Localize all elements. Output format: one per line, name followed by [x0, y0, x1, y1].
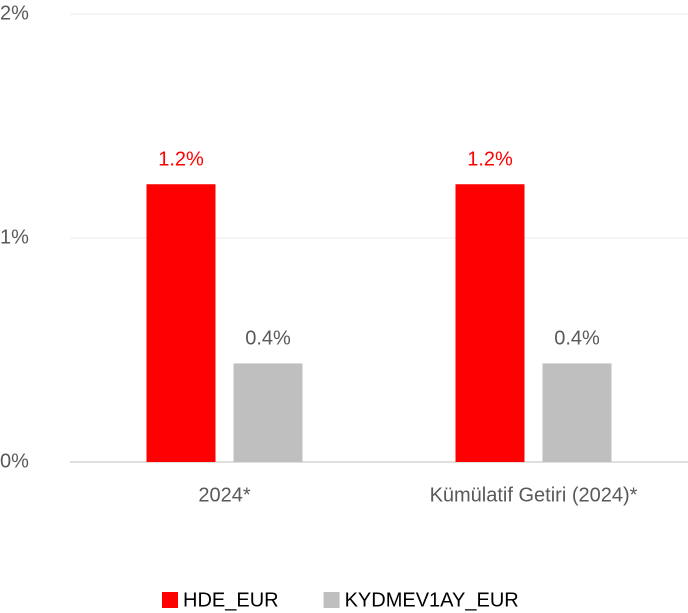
bar: [455, 184, 525, 463]
bar: [542, 363, 612, 462]
y-tick-label: 0%: [0, 450, 29, 472]
legend-swatch: [162, 592, 178, 608]
legend-label: KYDMEV1AY_EUR: [345, 589, 519, 611]
y-tick-label: 2%: [0, 2, 29, 24]
data-label: 1.2%: [158, 149, 204, 171]
legend-swatch: [323, 592, 340, 608]
data-label: 0.4%: [245, 328, 291, 350]
y-tick-label: 1%: [0, 226, 29, 248]
bar: [146, 184, 216, 463]
data-label: 1.2%: [467, 149, 513, 171]
x-tick-label: Kümülatif Getiri (2024)*: [430, 484, 638, 506]
legend-label: HDE_EUR: [183, 589, 279, 611]
bar: [233, 363, 303, 462]
data-label: 0.4%: [554, 328, 600, 350]
x-tick-label: 2024*: [198, 484, 250, 506]
